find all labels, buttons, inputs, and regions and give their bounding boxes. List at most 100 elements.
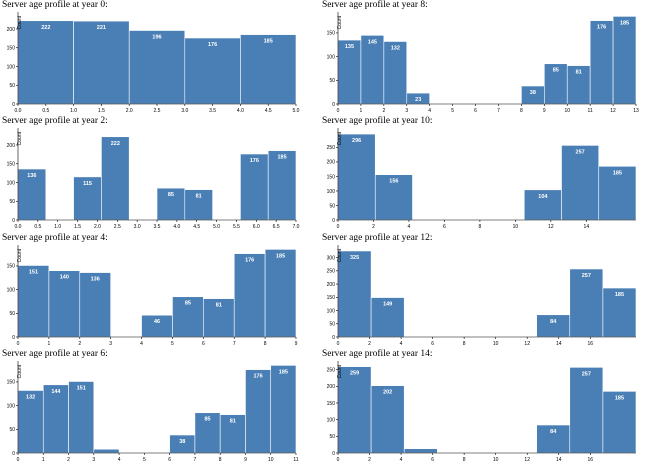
histogram-panel-year-10: Server age profile at year 10: 296 156 104… [322,116,642,232]
y-tick-label: 0 [12,451,15,457]
histogram-bar [48,270,81,338]
chart-title: Server age profile at year 6: [2,349,108,359]
bar-value-label: 185 [615,292,624,298]
histogram-bar [569,367,604,454]
y-axis-label: Count [17,131,23,145]
x-tick-label: 10 [268,457,274,463]
bar-value-label: 185 [276,253,285,259]
y-tick-label: 50 [9,427,15,433]
bar-value-label: 325 [350,255,359,261]
y-tick-label: 150 [327,295,336,301]
x-tick-label: 4.0 [173,224,180,230]
histogram-bar [73,20,130,105]
bar-value-label: 176 [208,42,217,48]
y-tick-label: 200 [327,384,336,390]
x-tick-label: 8 [479,224,482,230]
histogram-svg: 296 156 104 257 185 0 2 4 6 8 10 12 14 0 50 100 150 200 25… [327,128,637,230]
histogram-panel-year-14: Server age profile at year 14: 259 202 84 2… [322,349,642,465]
x-tick-label: 1 [42,457,45,463]
x-tick-label: 4 [400,341,403,347]
bar-value-label: 185 [620,20,629,26]
y-tick-label: 50 [329,78,335,84]
x-tick-label: 7 [233,341,236,347]
y-tick-label: 0 [332,335,335,341]
x-tick-label: 1 [360,108,363,114]
y-tick-label: 150 [7,264,16,270]
bar-value-label: 46 [154,319,160,325]
x-tick-label: 2 [368,341,371,347]
bar-value-label: 85 [168,192,174,198]
histogram-bar [270,365,297,454]
histogram-bar [370,297,405,338]
y-tick-label: 100 [327,308,336,314]
x-tick-label: 1.0 [54,224,61,230]
y-tick-label: 50 [9,199,15,205]
histogram-bar [203,298,235,338]
bar-value-label: 185 [264,39,273,45]
bar-value-label: 156 [389,179,398,185]
bar-value-label: 84 [550,429,557,435]
histogram-bar [93,448,120,454]
histogram-bar [17,265,50,338]
x-tick-label: 3 [92,457,95,463]
y-tick-label: 50 [329,203,335,209]
histogram-bar [68,381,95,454]
histogram-bar [184,189,213,221]
chart-title: Server age profile at year 12: [322,233,433,243]
y-tick-label: 250 [327,145,336,151]
y-tick-label: 250 [327,367,336,373]
histogram-svg: 136 115 222 85 81 176 185 0.0 0.5 1.0 1.5 2.0 2.5 3.0… [7,128,300,230]
bar-value-label: 85 [553,68,559,74]
y-tick-label: 50 [9,311,15,317]
x-tick-label: 12 [548,224,554,230]
bar-value-label: 85 [204,417,210,423]
bar-value-label: 81 [196,194,202,200]
y-tick-label: 150 [327,174,336,180]
bar-value-label: 151 [29,269,38,275]
histogram-bar [360,35,385,105]
y-tick-label: 0 [332,102,335,108]
histogram-bar [337,250,372,338]
histogram-bar [156,187,186,221]
x-tick-label: 6 [431,341,434,347]
y-tick-label: 150 [7,46,16,52]
bar-value-label: 135 [345,44,354,50]
bar-value-label: 257 [576,149,585,155]
x-tick-label: 1.5 [74,224,81,230]
x-tick-label: 6.0 [253,224,260,230]
histogram-bar [17,168,47,221]
bar-value-label: 185 [279,369,288,375]
x-tick-label: 3 [109,341,112,347]
histogram-bar [184,37,241,105]
x-tick-label: 12 [610,108,616,114]
x-tick-label: 6 [443,224,446,230]
bar-value-label: 222 [41,25,50,31]
histogram-bar [219,414,246,454]
histogram-bar [370,385,405,454]
bar-value-label: 38 [530,90,536,96]
y-axis-label: Count [17,15,23,29]
chart-title: Server age profile at year 8: [322,0,428,10]
x-tick-label: 4.5 [265,108,272,114]
x-tick-label: 12 [524,457,530,463]
x-tick-label: 2 [372,224,375,230]
x-tick-label: 6 [431,457,434,463]
histogram-bar [79,272,111,338]
bar-value-label: 257 [582,273,591,279]
histogram-bar [403,448,438,454]
x-tick-label: 10 [493,341,499,347]
x-tick-label: 4 [428,108,431,114]
histogram-bar [602,287,637,338]
bar-value-label: 81 [216,303,222,309]
bar-value-label: 185 [613,170,622,176]
y-axis-label: Count [17,364,23,378]
histogram-svg: 259 202 84 257 185 0 2 4 6 8 10 12 14 16 0 50 100 150 200 2… [327,361,637,463]
histogram-svg: 325 149 84 257 185 0 2 4 6 8 10 12 14 16 0 50 100 150 200 2… [327,245,637,347]
y-tick-label: 300 [327,255,336,261]
histogram-panel-year-8: Server age profile at year 8: 135 145 132 2… [322,0,642,116]
x-tick-label: 5.0 [213,224,220,230]
y-tick-label: 200 [327,160,336,166]
y-axis-label: Count [17,248,23,262]
x-tick-label: 4 [140,341,143,347]
bar-value-label: 115 [83,181,92,187]
